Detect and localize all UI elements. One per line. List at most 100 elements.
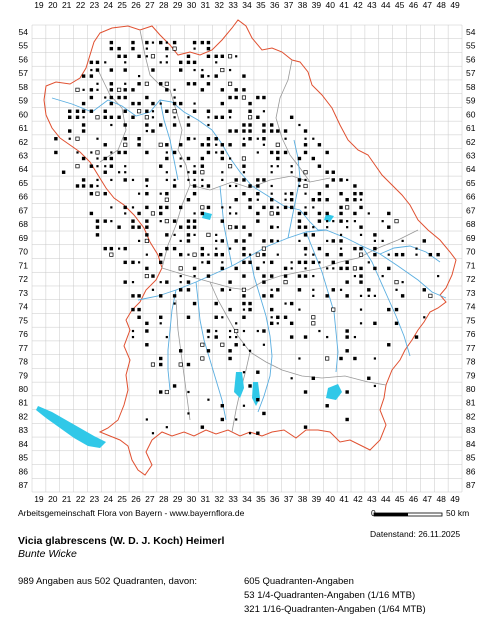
marker-quadrant xyxy=(303,211,308,216)
marker-quadrant xyxy=(262,411,266,416)
marker-quadrant xyxy=(192,219,197,223)
x-tick-label: 44 xyxy=(381,0,391,10)
marker-quadrant xyxy=(75,109,80,113)
marker-quadrant xyxy=(242,294,246,298)
marker-sixteenth-quadrant xyxy=(248,253,252,256)
marker-quadrant xyxy=(165,109,169,113)
marker-quadrant xyxy=(206,329,211,333)
marker-sixteenth-quadrant xyxy=(151,432,155,435)
marker-sixteenth-quadrant xyxy=(96,165,99,168)
marker-quadrant xyxy=(186,123,191,127)
marker-quarter-quadrant xyxy=(261,246,266,251)
y-tick-label: 83 xyxy=(19,425,29,435)
marker-quadrant xyxy=(123,68,127,72)
marker-quadrant xyxy=(123,260,127,265)
marker-sixteenth-quadrant xyxy=(228,116,232,119)
marker-sixteenth-quadrant xyxy=(165,151,168,154)
marker-quadrant xyxy=(234,343,238,347)
marker-quadrant xyxy=(242,301,246,306)
x-tick-label: 38 xyxy=(298,494,308,504)
marker-quadrant xyxy=(68,129,72,133)
marker-sixteenth-quadrant xyxy=(373,384,376,388)
scale-bar xyxy=(373,512,443,517)
y-tick-label: 73 xyxy=(19,288,29,298)
x-tick-label: 37 xyxy=(284,494,294,504)
y-tick-label: 59 xyxy=(19,96,29,106)
marker-quadrant xyxy=(89,211,94,216)
y-tick-label: 62 xyxy=(19,137,29,147)
y-tick-label: 85 xyxy=(466,453,476,463)
marker-quadrant xyxy=(172,150,177,155)
marker-quadrant xyxy=(109,101,114,106)
marker-quadrant xyxy=(220,239,225,243)
marker-sixteenth-quadrant xyxy=(173,302,176,305)
marker-quadrant xyxy=(123,123,127,127)
marker-quadrant xyxy=(345,198,349,202)
marker-quadrant xyxy=(422,288,426,292)
marker-quadrant xyxy=(159,315,163,319)
lake-constance xyxy=(36,406,106,448)
marker-sixteenth-quadrant xyxy=(298,357,301,360)
marker-sixteenth-quadrant xyxy=(137,261,141,264)
marker-quarter-quadrant xyxy=(228,164,233,169)
marker-quadrant xyxy=(131,225,135,229)
marker-sixteenth-quadrant xyxy=(359,294,363,297)
marker-sixteenth-quadrant xyxy=(235,335,238,339)
marker-quadrant xyxy=(289,115,294,120)
x-tick-label: 30 xyxy=(187,494,197,504)
marker-quadrant xyxy=(228,109,232,113)
marker-sixteenth-quadrant xyxy=(96,88,99,91)
x-tick-label: 46 xyxy=(409,0,419,10)
marker-quadrant xyxy=(303,150,308,155)
marker-sixteenth-quadrant xyxy=(193,165,196,168)
marker-quadrant xyxy=(145,95,149,100)
y-tick-label: 65 xyxy=(19,178,29,188)
marker-quadrant xyxy=(220,266,225,271)
x-tick-label: 21 xyxy=(62,0,72,10)
marker-sixteenth-quadrant xyxy=(256,198,259,201)
marker-sixteenth-quadrant xyxy=(193,274,196,278)
marker-quadrant xyxy=(81,178,86,182)
marker-quarter-quadrant xyxy=(228,81,233,86)
marker-quadrant xyxy=(289,321,294,326)
marker-sixteenth-quadrant xyxy=(173,178,176,182)
y-tick-label: 56 xyxy=(466,54,476,64)
marker-quadrant xyxy=(109,82,114,86)
marker-quadrant xyxy=(303,129,308,133)
marker-sixteenth-quadrant xyxy=(145,253,148,256)
y-tick-label: 68 xyxy=(19,219,29,229)
marker-quadrant xyxy=(242,225,246,229)
marker-sixteenth-quadrant xyxy=(262,143,266,146)
marker-quarter-quadrant xyxy=(394,280,399,285)
marker-quadrant xyxy=(387,266,391,271)
marker-quadrant xyxy=(131,260,135,265)
marker-quadrant xyxy=(172,246,177,251)
marker-sixteenth-quadrant xyxy=(165,178,168,182)
marker-quadrant xyxy=(256,191,260,196)
marker-quadrant xyxy=(256,266,260,271)
marker-sixteenth-quadrant xyxy=(201,178,204,182)
y-tick-label: 80 xyxy=(19,384,29,394)
marker-quadrant xyxy=(234,225,238,229)
marker-quadrant xyxy=(248,205,252,210)
stats-line-quadrant: 605 Quadranten-Angaben xyxy=(244,576,354,587)
marker-quadrant xyxy=(317,246,322,251)
river-e xyxy=(361,245,411,357)
marker-sixteenth-quadrant xyxy=(235,184,238,188)
x-tick-label: 22 xyxy=(76,0,86,10)
marker-quarter-quadrant xyxy=(248,115,253,120)
marker-quadrant xyxy=(200,156,205,161)
marker-quadrant xyxy=(95,233,100,237)
y-tick-label: 79 xyxy=(19,370,29,380)
marker-quadrant xyxy=(192,109,197,113)
marker-sixteenth-quadrant xyxy=(137,239,141,243)
marker-quadrant xyxy=(325,294,329,298)
lake-small-2 xyxy=(324,214,334,222)
marker-sixteenth-quadrant xyxy=(228,212,232,215)
marker-quadrant xyxy=(206,137,211,141)
marker-quadrant xyxy=(89,109,94,113)
marker-quadrant xyxy=(373,321,377,326)
marker-sixteenth-quadrant xyxy=(346,220,349,223)
lake-chiemsee xyxy=(326,384,342,400)
y-tick-label: 59 xyxy=(466,96,476,106)
